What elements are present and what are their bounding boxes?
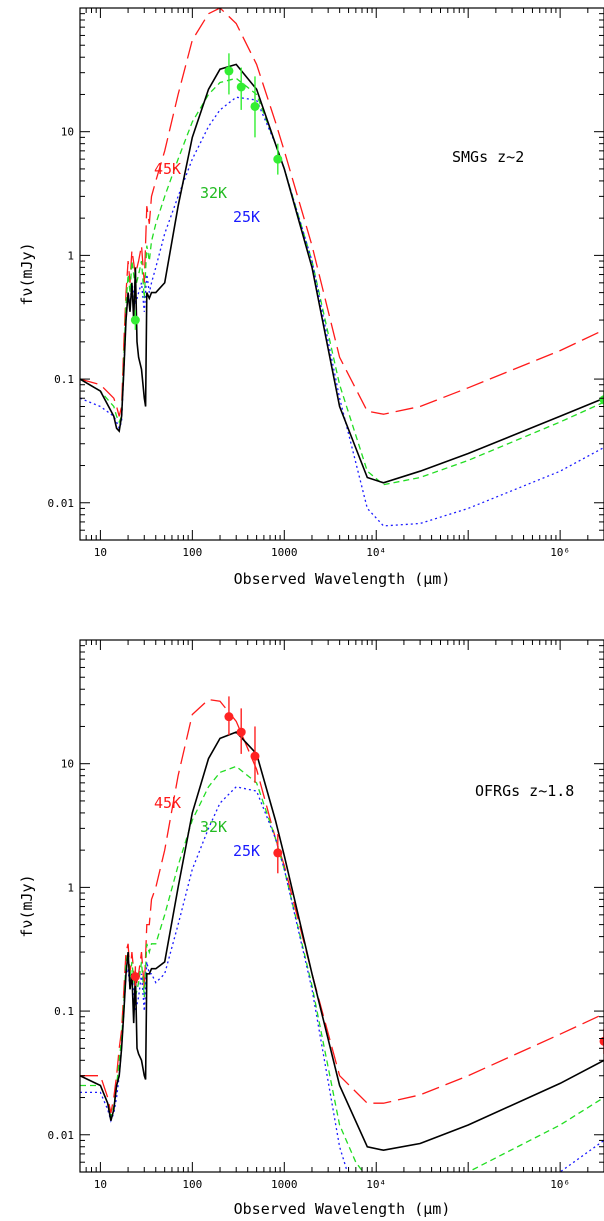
smg-annot-25k: 25K bbox=[233, 208, 260, 226]
smg-data-point bbox=[273, 154, 283, 164]
ofrg-curves bbox=[80, 698, 604, 1172]
ofrg-tick-labels: 10 100 1000 10⁴ 10⁶ 0.01 0.1 1 10 bbox=[48, 758, 571, 1191]
smg-x-tick-label: 1000 bbox=[271, 546, 298, 559]
smg-curve-model bbox=[80, 63, 604, 484]
ofrg-panel-label: OFRGs z~1.8 bbox=[475, 782, 574, 800]
smg-data-point bbox=[224, 66, 234, 76]
ofrg-y-tick-label: 0.1 bbox=[54, 1005, 74, 1018]
ofrg-annot-25k: 25K bbox=[233, 842, 260, 860]
smg-y-tick-label: 10 bbox=[61, 126, 74, 139]
ofrg-curve-25k bbox=[80, 786, 604, 1172]
ofrg-data-point bbox=[130, 972, 140, 982]
smg-annot-32k: 32K bbox=[200, 184, 227, 202]
ofrg-x-tick-label: 100 bbox=[182, 1178, 202, 1191]
smg-ticks bbox=[79, 7, 604, 541]
smg-x-axis-label: Observed Wavelength (µm) bbox=[234, 570, 451, 588]
ofrg-data-point bbox=[599, 1036, 604, 1046]
smg-y-tick-label: 1 bbox=[67, 249, 74, 262]
smg-y-tick-label: 0.01 bbox=[48, 497, 75, 510]
smg-data-point bbox=[236, 82, 246, 92]
ofrg-data-point bbox=[273, 848, 283, 858]
ofrg-plot-frame bbox=[79, 639, 604, 1173]
smg-panel-label: SMGs z~2 bbox=[452, 148, 524, 166]
ofrg-curve-model bbox=[80, 731, 604, 1152]
smg-x-tick-label: 10⁶ bbox=[550, 546, 570, 559]
ofrg-data-point bbox=[224, 712, 234, 722]
ofrg-annot-32k: 32K bbox=[200, 818, 227, 836]
smg-panel: 10 100 1000 10⁴ 10⁶ 0.01 0.1 1 10 Observed Wavel… bbox=[18, 7, 604, 588]
ofrg-data-points bbox=[130, 696, 604, 1054]
smg-data-point bbox=[130, 315, 140, 325]
ofrg-annot-45k: 45K bbox=[154, 794, 181, 812]
ofrg-x-axis-label: Observed Wavelength (µm) bbox=[234, 1200, 451, 1218]
ofrg-x-tick-label: 10⁶ bbox=[550, 1178, 570, 1191]
smg-data-points bbox=[130, 53, 604, 409]
ofrg-y-axis-label: fν(mJy) bbox=[18, 874, 36, 937]
smg-curve-32k bbox=[80, 77, 604, 486]
smg-curve-45k bbox=[80, 8, 604, 417]
smg-data-point bbox=[599, 395, 604, 405]
ofrg-y-tick-label: 1 bbox=[67, 881, 74, 894]
ofrg-curve-45k bbox=[80, 698, 604, 1114]
smg-x-tick-label: 10⁴ bbox=[366, 546, 386, 559]
ofrg-data-point bbox=[236, 727, 246, 737]
ofrg-data-point bbox=[250, 751, 260, 761]
smg-y-tick-label: 0.1 bbox=[54, 373, 74, 386]
smg-curves bbox=[80, 8, 604, 527]
ofrg-y-tick-label: 0.01 bbox=[48, 1129, 75, 1142]
ofrg-y-tick-label: 10 bbox=[61, 758, 74, 771]
smg-x-tick-label: 100 bbox=[182, 546, 202, 559]
ofrg-x-tick-label: 10 bbox=[94, 1178, 107, 1191]
ofrg-panel: 10 100 1000 10⁴ 10⁶ 0.01 0.1 1 10 Observed Wavel… bbox=[18, 639, 604, 1218]
smg-tick-labels: 10 100 1000 10⁴ 10⁶ 0.01 0.1 1 10 bbox=[48, 126, 571, 559]
ofrg-x-tick-label: 1000 bbox=[271, 1178, 298, 1191]
smg-data-point bbox=[250, 101, 260, 111]
smg-plot-frame bbox=[79, 7, 604, 541]
smg-x-tick-label: 10 bbox=[94, 546, 107, 559]
smg-annot-45k: 45K bbox=[154, 160, 181, 178]
ofrg-x-tick-label: 10⁴ bbox=[366, 1178, 386, 1191]
ofrg-ticks bbox=[79, 639, 604, 1173]
smg-y-axis-label: fν(mJy) bbox=[18, 242, 36, 305]
ofrg-curve-32k bbox=[80, 765, 604, 1172]
